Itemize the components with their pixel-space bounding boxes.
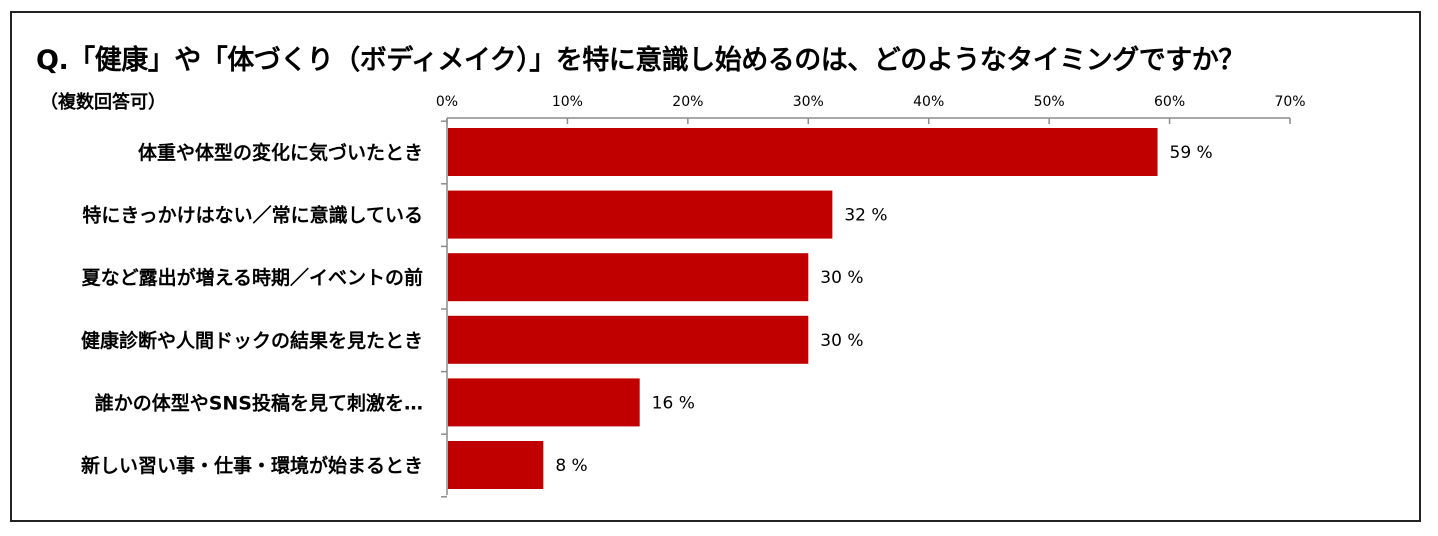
bar	[448, 253, 809, 302]
x-tick-label: 30%	[793, 94, 824, 110]
data-label: 8 %	[555, 456, 587, 476]
x-tick-label: 50%	[1034, 94, 1065, 110]
category-label: 特にきっかけはない／常に意識している	[82, 204, 423, 227]
x-tick-label: 70%	[1274, 94, 1305, 110]
data-label: 59 %	[1170, 143, 1213, 163]
bar	[448, 315, 809, 364]
chart-title: Q.「健康」や「体づくり（ボディメイク）」を特に意識し始めるのは、どのようなタイ…	[36, 45, 1245, 76]
bars-layer	[448, 128, 1158, 489]
x-tick-label: 0%	[436, 94, 458, 110]
category-label: 夏など露出が増える時期／イベントの前	[82, 266, 423, 289]
x-tick-label: 10%	[552, 94, 583, 110]
data-label: 16 %	[652, 393, 695, 413]
category-label: 健康診断や人間ドックの結果を見たとき	[81, 329, 423, 352]
x-tick-label: 40%	[913, 94, 944, 110]
bar	[448, 378, 640, 427]
x-tick-label: 60%	[1154, 94, 1185, 110]
category-label: 誰かの体型やSNS投稿を見て刺激を…	[95, 391, 423, 414]
bar	[448, 441, 544, 489]
category-label: 体重や体型の変化に気づいたとき	[138, 141, 423, 164]
bar	[448, 190, 833, 239]
bar	[448, 128, 1158, 176]
category-label: 新しい習い事・仕事・環境が始まるとき	[81, 454, 423, 477]
data-label: 30 %	[820, 331, 863, 351]
chart-subtitle: （複数回答可）	[40, 92, 166, 113]
data-label: 32 %	[844, 206, 887, 226]
axis-layer: 0% 10% 20% 30% 40% 50% 60% 70%	[436, 94, 1306, 498]
data-label: 30 %	[820, 268, 863, 288]
x-tick-label: 20%	[672, 94, 703, 110]
labels-layer: 体重や体型の変化に気づいたとき 59 % 特にきっかけはない／常に意識している 32 …	[81, 141, 1213, 477]
